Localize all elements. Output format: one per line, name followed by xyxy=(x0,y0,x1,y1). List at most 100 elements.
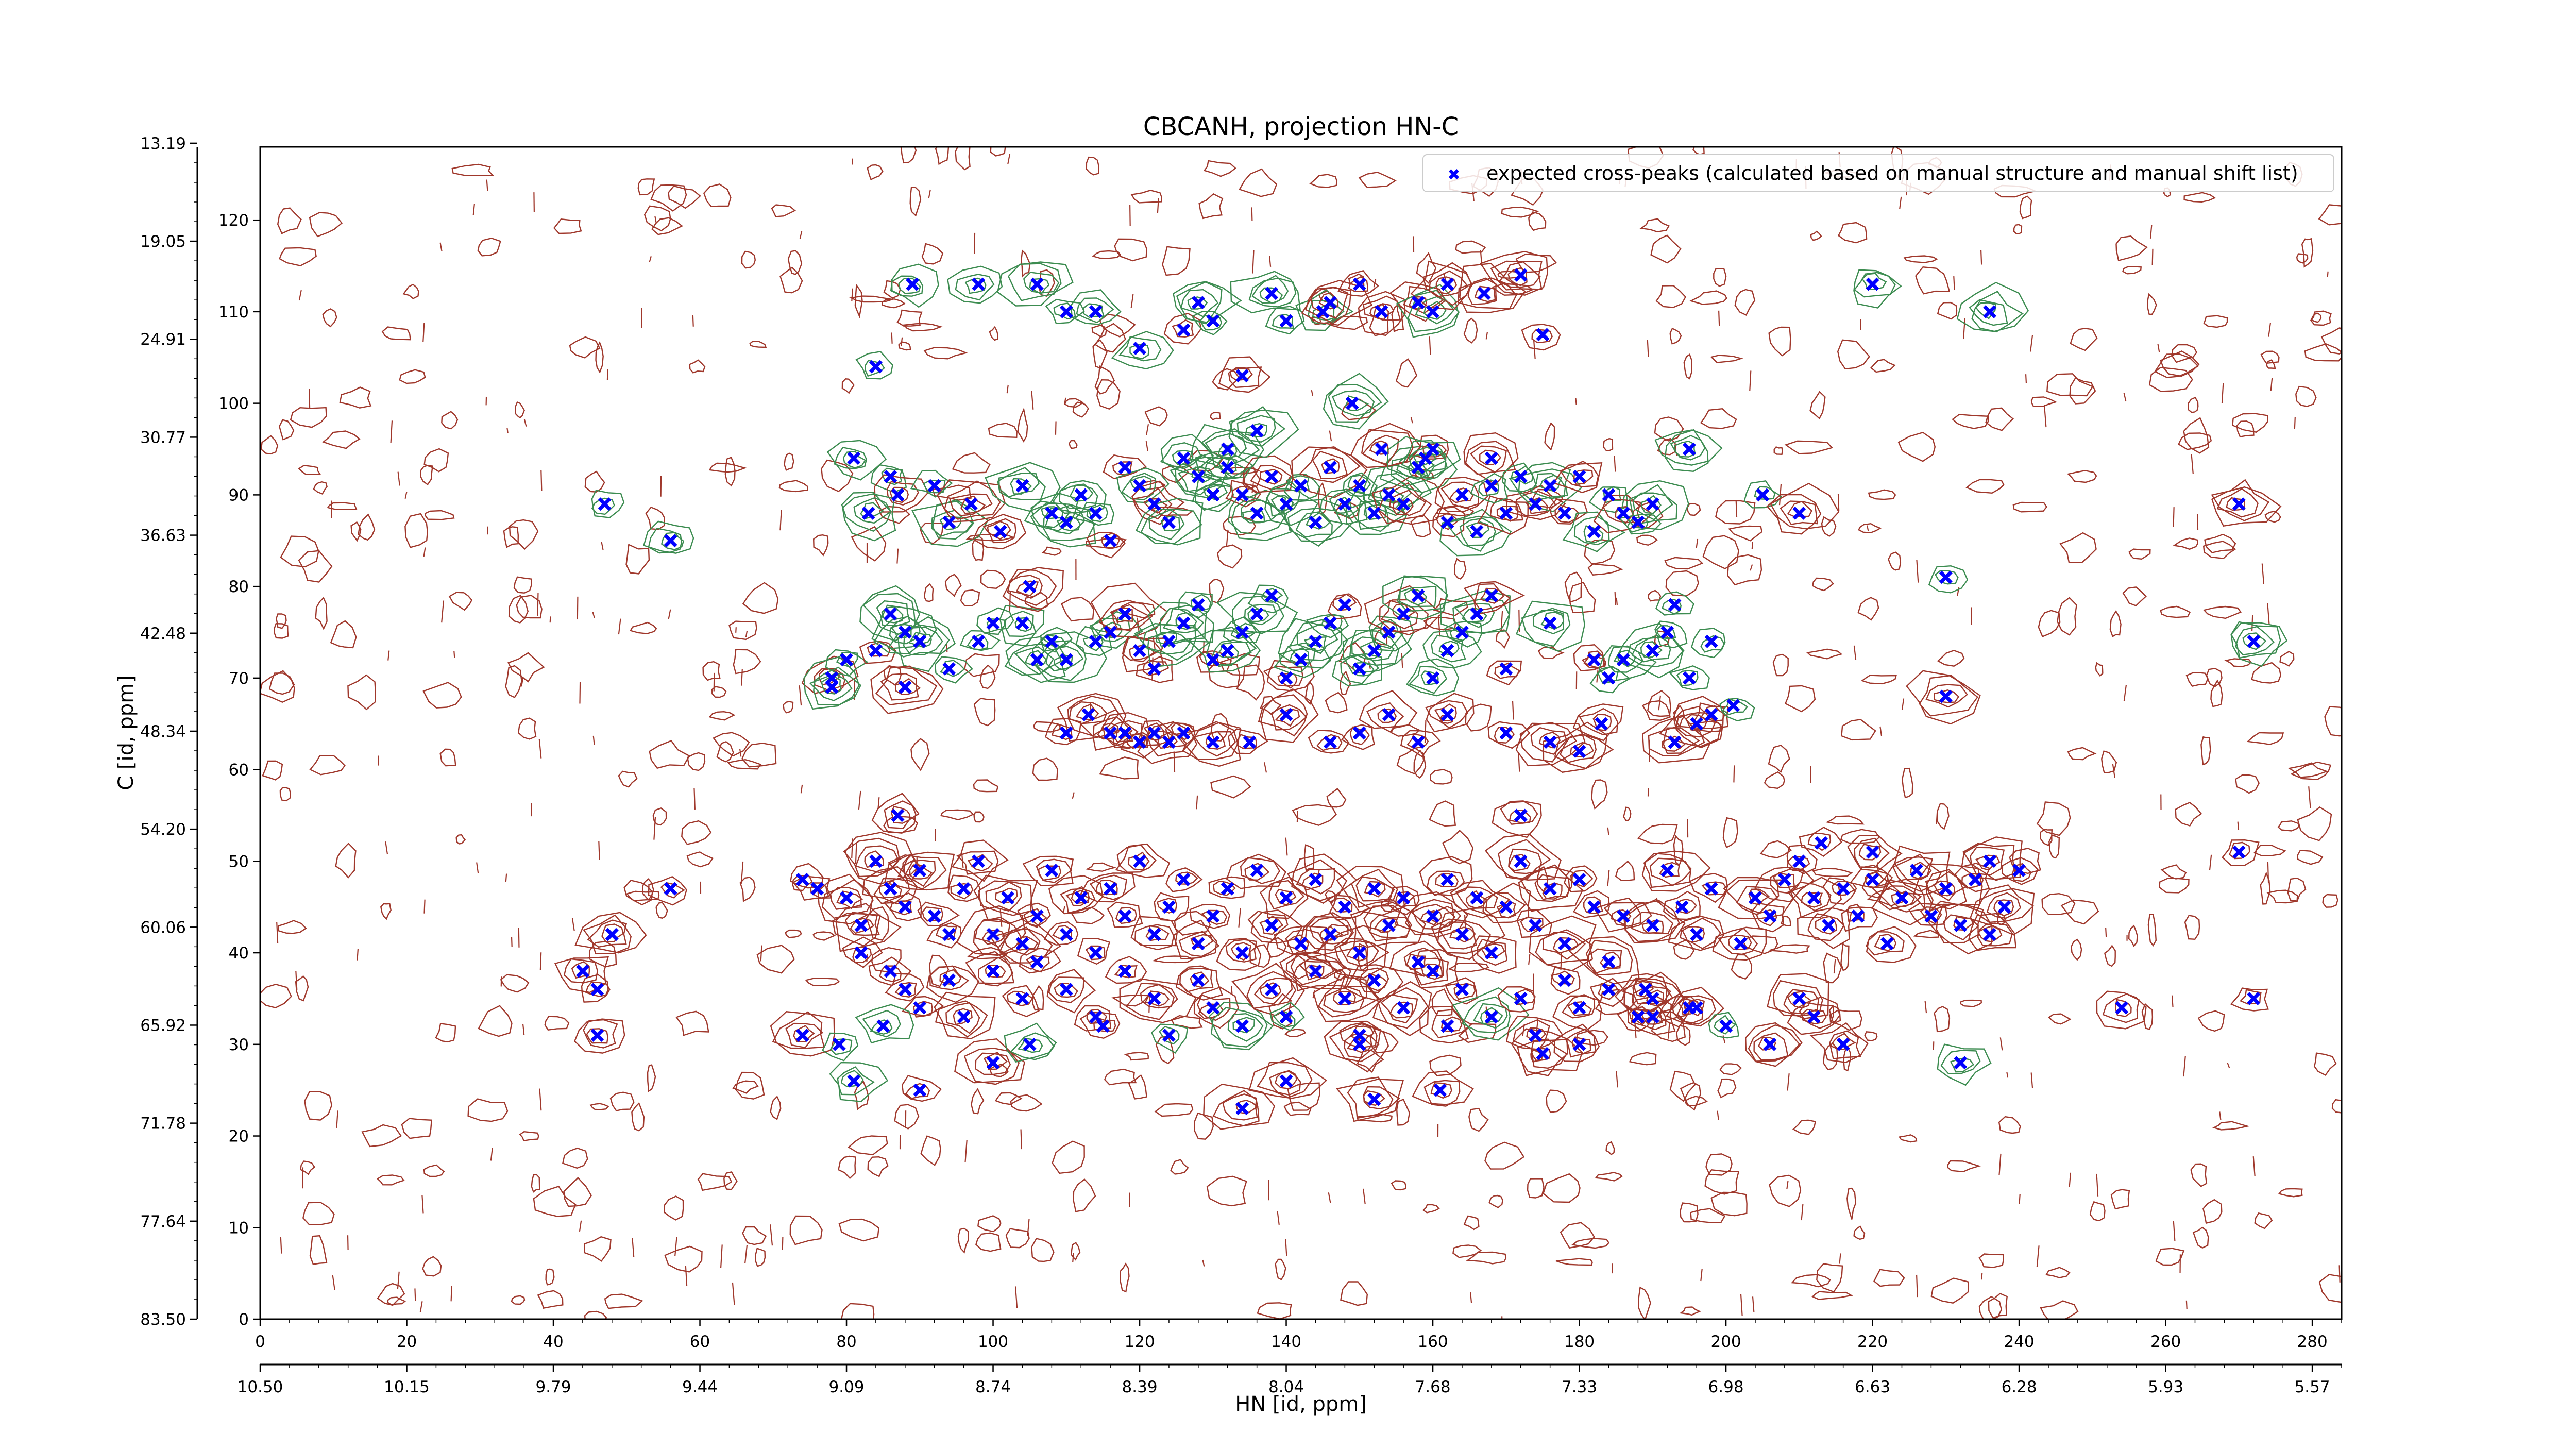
noise-contour xyxy=(1249,944,1271,968)
peak-contour xyxy=(2235,626,2275,655)
noise-contour xyxy=(1837,494,1840,512)
peak-contour xyxy=(1192,475,1234,512)
peak-contour xyxy=(591,490,625,518)
noise-contour xyxy=(784,452,794,471)
y-tick-label: 0 xyxy=(239,1310,249,1329)
peak-contour xyxy=(996,261,1074,307)
peak-contour xyxy=(1807,913,1845,941)
peak-contour xyxy=(1426,693,1475,733)
peak-contour xyxy=(583,914,632,954)
noise-contour xyxy=(1669,1070,1696,1102)
noise-contour xyxy=(1501,206,1539,218)
cross-peak-marker xyxy=(1250,864,1264,878)
noise-contour xyxy=(2149,225,2153,239)
peak-contour xyxy=(843,837,900,878)
peak-contour xyxy=(1410,260,1473,310)
peak-contour xyxy=(1227,494,1288,535)
cross-peak-marker xyxy=(1572,1037,1586,1051)
noise-contour xyxy=(739,877,756,902)
peak-contour xyxy=(1002,985,1040,1018)
peak-contour xyxy=(1336,866,1405,916)
peak-contour xyxy=(1178,931,1220,957)
peak-contour xyxy=(965,951,1015,984)
peak-contour xyxy=(1925,871,1968,902)
peak-contour xyxy=(1190,594,1212,611)
peak-contour xyxy=(834,446,868,469)
peak-contour xyxy=(1275,708,1300,727)
noise-contour xyxy=(1641,700,1671,721)
noise-contour xyxy=(1810,230,1822,241)
peak-contour xyxy=(1341,724,1375,750)
noise-contour xyxy=(618,770,638,788)
noise-contour xyxy=(1448,962,1489,972)
noise-contour xyxy=(1325,692,1348,714)
noise-contour xyxy=(1171,1015,1203,1029)
peak-contour xyxy=(1423,1080,1461,1107)
cross-peak-marker xyxy=(986,964,1000,978)
peak-contour xyxy=(889,900,912,916)
peak-contour xyxy=(1295,289,1354,331)
peak-contour xyxy=(1492,801,1542,838)
peak-contour xyxy=(1388,490,1427,516)
peak-contour xyxy=(1212,880,1236,896)
cross-peak-marker xyxy=(1866,872,1879,886)
noise-contour xyxy=(1170,1159,1189,1175)
noise-contour xyxy=(2202,605,2242,619)
noise-contour xyxy=(1202,1259,1205,1267)
noise-contour xyxy=(1924,1001,1927,1014)
noise-contour xyxy=(1571,1238,1610,1249)
cross-peak-marker xyxy=(1836,882,1850,896)
peak-contour xyxy=(1079,872,1136,903)
peak-contour xyxy=(836,890,863,909)
noise-contour xyxy=(1206,1175,1247,1207)
noise-contour xyxy=(513,576,532,594)
noise-contour xyxy=(477,238,501,257)
hn-tick-label: 6.98 xyxy=(1708,1378,1744,1396)
peak-contour xyxy=(1440,1016,1463,1032)
peak-contour xyxy=(1069,701,1108,724)
noise-contour xyxy=(1840,942,1850,971)
noise-contour xyxy=(653,817,656,840)
hn-tick-label: 9.79 xyxy=(535,1378,571,1396)
noise-contour xyxy=(1867,525,1869,532)
cross-peak-marker xyxy=(986,928,1000,941)
peak-contour xyxy=(1925,684,1968,708)
noise-contour xyxy=(2048,1013,2072,1025)
noise-contour xyxy=(681,820,712,845)
cross-peak-marker xyxy=(1749,891,1762,905)
noise-contour xyxy=(401,1118,433,1139)
noise-contour xyxy=(2268,323,2272,337)
cross-peak-marker xyxy=(913,864,927,878)
cross-peak-marker xyxy=(1690,928,1704,941)
peak-contour xyxy=(1269,1070,1301,1096)
noise-contour xyxy=(779,266,803,294)
noise-contour xyxy=(1209,579,1225,604)
noise-contour xyxy=(1452,1244,1482,1258)
peak-contour xyxy=(1438,921,1477,950)
noise-contour xyxy=(883,816,919,833)
noise-contour xyxy=(1769,1174,1802,1207)
noise-contour xyxy=(2266,359,2276,369)
peak-contour xyxy=(1029,278,1050,295)
peak-contour xyxy=(1236,734,1258,749)
peak-contour xyxy=(1659,862,1680,878)
peak-contour xyxy=(574,912,647,954)
peak-contour xyxy=(1482,882,1531,923)
noise-contour xyxy=(2036,801,2071,836)
noise-contour xyxy=(1329,430,1332,442)
noise-contour xyxy=(2260,871,2271,905)
noise-contour xyxy=(1311,390,1313,396)
peak-contour xyxy=(1627,995,1676,1036)
cross-peak-marker xyxy=(1147,497,1161,511)
peak-contour xyxy=(1189,903,1231,929)
noise-contour xyxy=(2160,605,2191,618)
peak-contour xyxy=(1306,614,1349,638)
noise-contour xyxy=(2287,877,2307,902)
peak-contour xyxy=(1532,610,1565,634)
peak-contour xyxy=(1428,270,1469,297)
peak-contour xyxy=(1498,261,1541,288)
peak-contour xyxy=(1048,976,1084,1003)
noise-contour xyxy=(1130,293,1134,308)
peak-contour xyxy=(1518,462,1571,502)
noise-contour xyxy=(1734,289,1756,316)
